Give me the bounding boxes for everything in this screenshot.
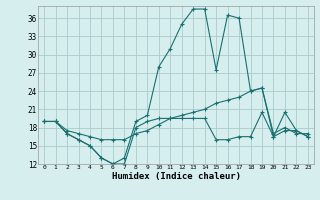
X-axis label: Humidex (Indice chaleur): Humidex (Indice chaleur) [111,172,241,181]
